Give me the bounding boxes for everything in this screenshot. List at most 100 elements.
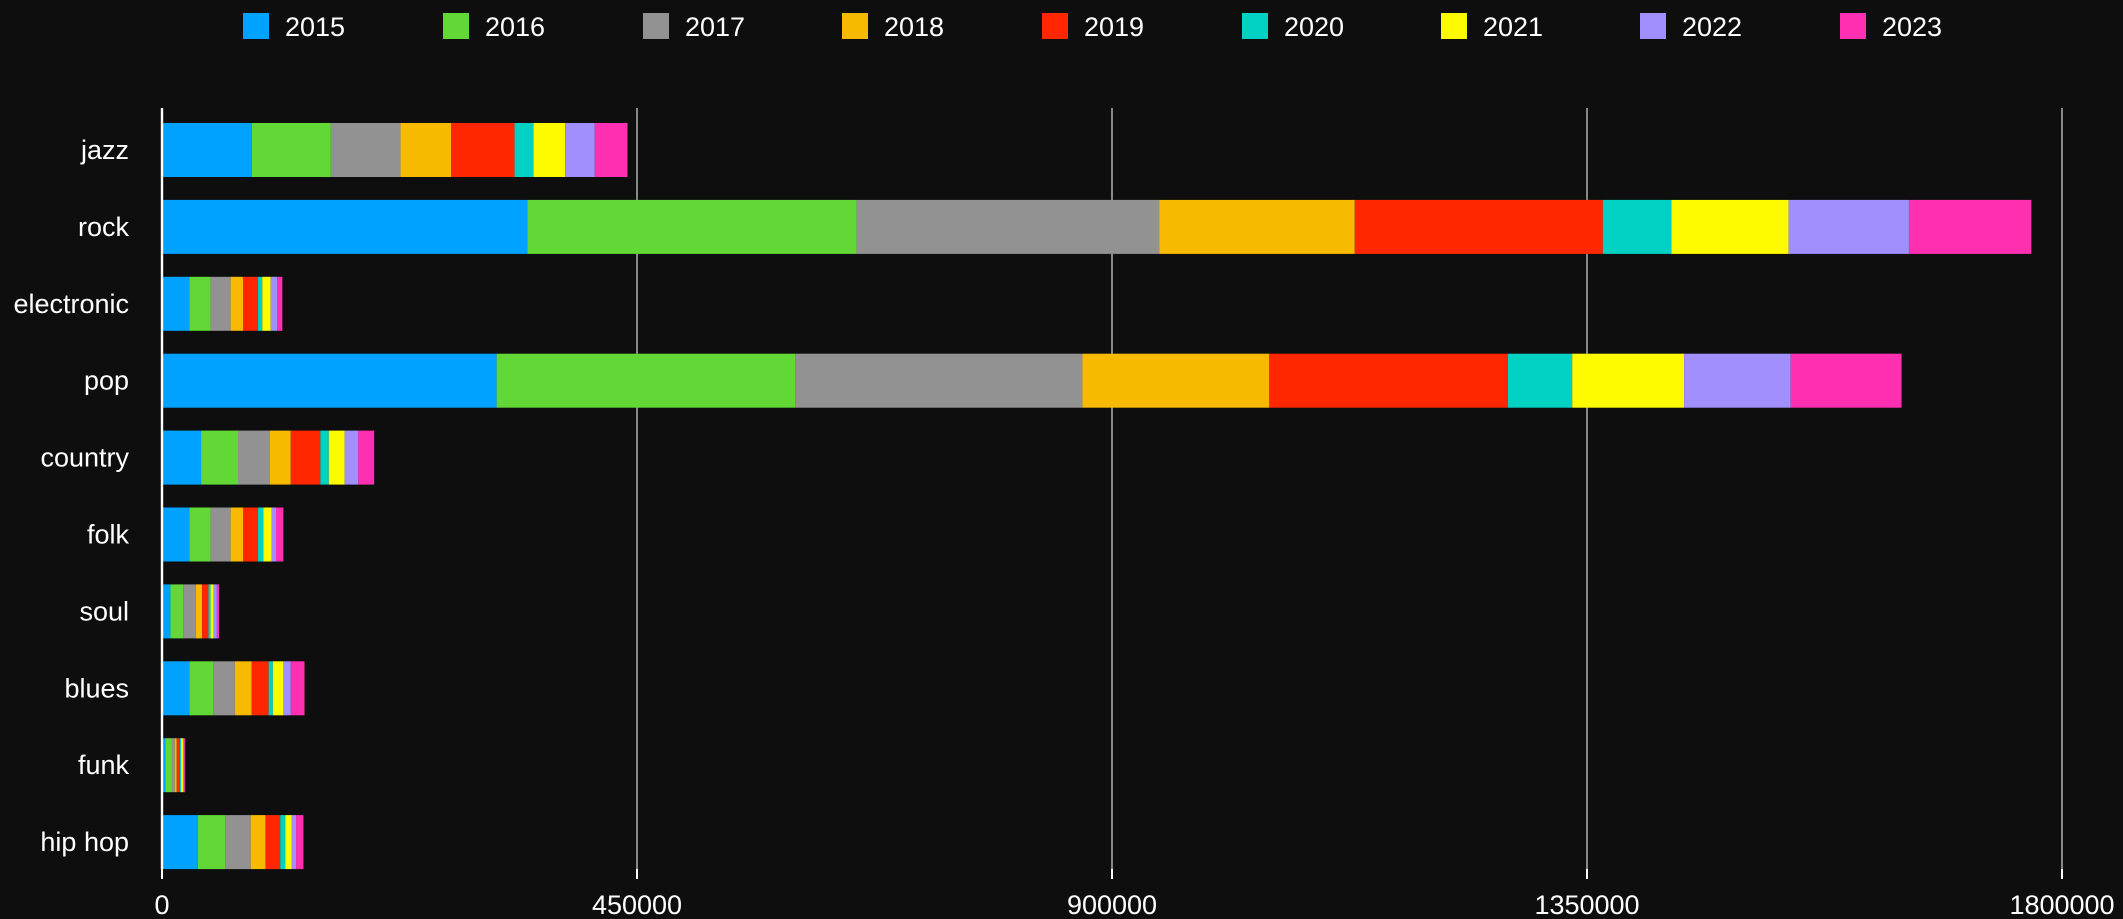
bar-country-2019 <box>290 430 321 485</box>
bar-rock-2022 <box>1788 199 1909 254</box>
category-label-electronic: electronic <box>13 289 129 319</box>
bar-country-2016 <box>201 430 238 485</box>
bar-rock-2023 <box>1908 199 2032 254</box>
bar-jazz-2020 <box>514 123 534 177</box>
x-tick-label-900000: 900000 <box>1067 890 1157 919</box>
bar-soul-2018 <box>195 584 203 639</box>
bar-pop-2017 <box>795 353 1083 408</box>
bar-country-2017 <box>238 430 270 485</box>
bar-funk-2022 <box>183 738 185 793</box>
legend-label-2017: 2017 <box>685 12 745 42</box>
bar-jazz-2017 <box>330 123 401 177</box>
bar-folk-2021 <box>263 507 272 562</box>
bar-hip-hop-2016 <box>197 815 226 870</box>
category-label-rock: rock <box>78 212 130 242</box>
bar-soul-2016 <box>170 584 184 639</box>
bar-funk-2018 <box>174 738 177 793</box>
bar-country-2022 <box>344 430 359 485</box>
bar-hip-hop-2023 <box>296 815 304 870</box>
category-label-hip-hop: hip hop <box>40 827 129 857</box>
x-tick-label-1350000: 1350000 <box>1534 890 1639 919</box>
x-tick-label-0: 0 <box>154 890 169 919</box>
legend-label-2016: 2016 <box>485 12 545 42</box>
legend-swatch-2021 <box>1441 13 1467 39</box>
category-label-country: country <box>40 443 129 473</box>
bar-pop-2020 <box>1507 353 1573 408</box>
bar-folk-2016 <box>189 507 211 562</box>
bar-pop-2022 <box>1684 353 1791 408</box>
bar-rock-2015 <box>162 199 528 254</box>
bar-folk-2020 <box>258 507 264 562</box>
bar-electronic-2018 <box>230 276 244 331</box>
bar-jazz-2023 <box>594 123 628 177</box>
bar-folk-2023 <box>276 507 284 562</box>
bar-jazz-2018 <box>400 123 452 177</box>
bar-rock-2017 <box>856 199 1160 254</box>
bar-country-2015 <box>162 430 202 485</box>
bar-hip-hop-2018 <box>250 815 266 870</box>
bar-folk-2022 <box>271 507 276 562</box>
bar-electronic-2016 <box>189 276 211 331</box>
legend-swatch-2015 <box>243 13 269 39</box>
bar-pop-2018 <box>1082 353 1270 408</box>
legend-label-2015: 2015 <box>285 12 345 42</box>
bar-soul-2021 <box>210 584 214 639</box>
legend-swatch-2018 <box>842 13 868 39</box>
bar-electronic-2023 <box>277 276 283 331</box>
bar-electronic-2021 <box>262 276 271 331</box>
category-label-funk: funk <box>78 750 130 780</box>
x-tick-label-1800000: 1800000 <box>2009 890 2114 919</box>
bar-country-2020 <box>320 430 329 485</box>
bar-rock-2020 <box>1602 199 1672 254</box>
legend-label-2022: 2022 <box>1682 12 1742 42</box>
bar-soul-2015 <box>162 584 171 639</box>
bar-funk-2017 <box>171 738 175 793</box>
bar-country-2023 <box>358 430 375 485</box>
bar-rock-2021 <box>1671 199 1789 254</box>
bar-jazz-2022 <box>565 123 595 177</box>
bar-country-2021 <box>328 430 345 485</box>
legend-label-2021: 2021 <box>1483 12 1543 42</box>
legend-label-2018: 2018 <box>884 12 944 42</box>
bar-blues-2022 <box>283 661 291 716</box>
legend-swatch-2016 <box>443 13 469 39</box>
bar-blues-2016 <box>189 661 214 716</box>
bar-funk-2016 <box>165 738 172 793</box>
bar-blues-2019 <box>251 661 269 716</box>
bar-blues-2023 <box>290 661 305 716</box>
bar-hip-hop-2015 <box>162 815 198 870</box>
bar-pop-2023 <box>1790 353 1902 408</box>
legend-label-2019: 2019 <box>1084 12 1144 42</box>
bar-pop-2015 <box>162 353 497 408</box>
legend-label-2020: 2020 <box>1284 12 1344 42</box>
legend-swatch-2020 <box>1242 13 1268 39</box>
category-label-blues: blues <box>64 673 129 703</box>
bar-hip-hop-2019 <box>265 815 281 870</box>
category-label-soul: soul <box>79 596 129 626</box>
bar-folk-2017 <box>210 507 231 562</box>
bar-soul-2017 <box>183 584 196 639</box>
bar-electronic-2019 <box>243 276 259 331</box>
bar-funk-2015 <box>162 738 166 793</box>
bar-country-2018 <box>269 430 291 485</box>
bar-hip-hop-2017 <box>225 815 251 870</box>
bar-electronic-2017 <box>210 276 231 331</box>
bar-blues-2015 <box>162 661 190 716</box>
bar-blues-2021 <box>272 661 284 716</box>
bar-pop-2021 <box>1572 353 1685 408</box>
legend-swatch-2023 <box>1840 13 1866 39</box>
bar-hip-hop-2022 <box>291 815 297 870</box>
category-label-folk: folk <box>87 520 130 550</box>
bar-soul-2023 <box>216 584 219 639</box>
bar-jazz-2021 <box>533 123 566 177</box>
bar-blues-2018 <box>234 661 252 716</box>
legend-swatch-2017 <box>643 13 669 39</box>
bar-pop-2019 <box>1269 353 1508 408</box>
bar-folk-2018 <box>230 507 244 562</box>
bar-electronic-2022 <box>270 276 278 331</box>
bar-electronic-2020 <box>258 276 263 331</box>
legend-swatch-2022 <box>1640 13 1666 39</box>
bar-pop-2016 <box>496 353 796 408</box>
category-label-pop: pop <box>84 366 129 396</box>
